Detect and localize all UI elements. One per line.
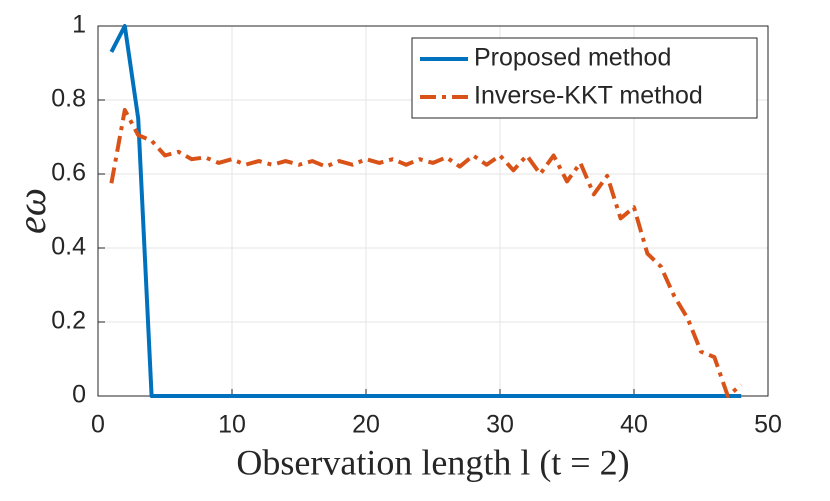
- y-tick-label: 0.6: [51, 159, 86, 187]
- series-line: [109, 24, 742, 398]
- x-tick-label: 40: [620, 411, 648, 439]
- legend-label: Inverse-KKT method: [474, 82, 703, 110]
- x-tick-label: 0: [91, 411, 105, 439]
- y-tick-label: 0: [72, 381, 86, 409]
- legend-box: [411, 37, 758, 119]
- x-tick-label: 50: [754, 411, 782, 439]
- y-tick-label: 1: [72, 11, 86, 39]
- y-axis-label: eω: [9, 188, 54, 234]
- y-tick-label: 0.4: [51, 233, 86, 261]
- series-line: [109, 107, 743, 398]
- x-tick-label: 30: [486, 411, 514, 439]
- x-tick-label: 20: [352, 411, 380, 439]
- x-tick-label: 10: [218, 411, 246, 439]
- y-tick-label: 0.8: [51, 85, 86, 113]
- x-axis-label: Observation length l (t = 2): [236, 442, 629, 482]
- y-tick-label: 0.2: [51, 307, 86, 335]
- legend-label: Proposed method: [474, 44, 671, 72]
